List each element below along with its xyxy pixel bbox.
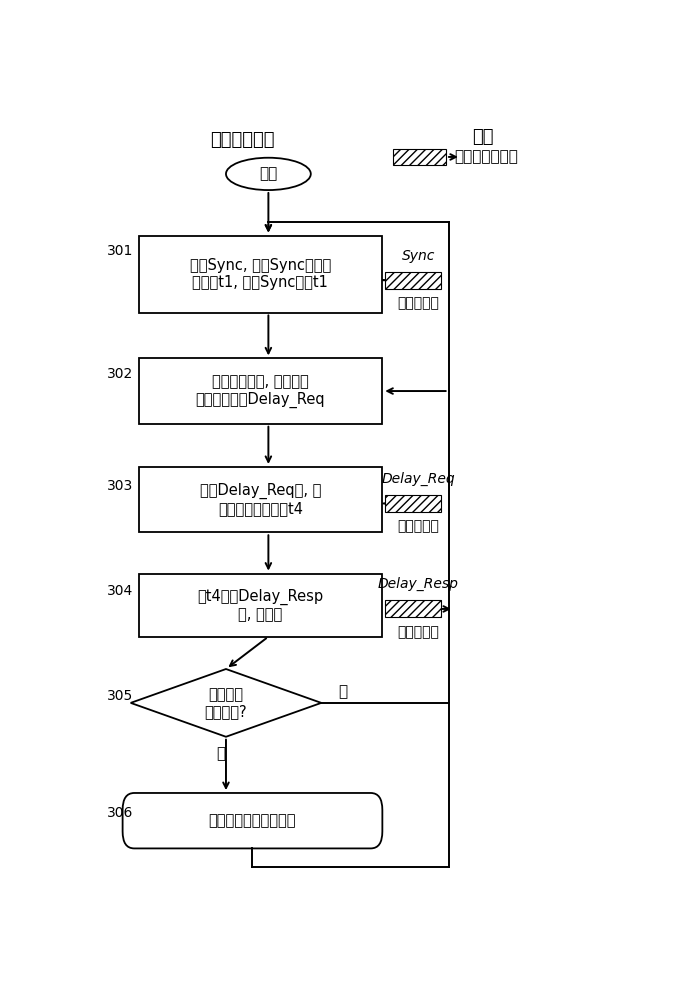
Text: 等待下一轮同步周期到: 等待下一轮同步周期到	[209, 813, 296, 828]
Text: 图例: 图例	[473, 128, 494, 146]
Text: 转入接收模式, 等待下一
个从节点回复Delay_Req: 转入接收模式, 等待下一 个从节点回复Delay_Req	[196, 374, 326, 408]
FancyBboxPatch shape	[122, 793, 382, 848]
Text: 是: 是	[216, 746, 225, 761]
Text: 把t4放入Delay_Resp
包, 并发送: 把t4放入Delay_Resp 包, 并发送	[198, 588, 324, 622]
Text: Delay_Resp: Delay_Resp	[378, 577, 458, 591]
Text: 时间信息包交换: 时间信息包交换	[453, 149, 518, 164]
Polygon shape	[131, 669, 321, 737]
Text: Sync: Sync	[402, 249, 435, 263]
Text: 接收Delay_Req包, 并
获取其接收时间戳t4: 接收Delay_Req包, 并 获取其接收时间戳t4	[200, 483, 321, 516]
Text: 否: 否	[338, 684, 347, 699]
Text: 304: 304	[107, 584, 133, 598]
Text: 302: 302	[107, 367, 133, 381]
Ellipse shape	[226, 158, 311, 190]
Text: 开始: 开始	[259, 166, 278, 181]
Text: 本轮同步
是否完成?: 本轮同步 是否完成?	[205, 687, 248, 719]
Text: 主节点流程图: 主节点流程图	[209, 131, 274, 149]
FancyBboxPatch shape	[138, 574, 382, 637]
Text: 发送Sync, 获取Sync的发送
时间戳t1, 并随Sync发送t1: 发送Sync, 获取Sync的发送 时间戳t1, 并随Sync发送t1	[189, 258, 331, 290]
FancyBboxPatch shape	[385, 272, 440, 289]
Text: 303: 303	[107, 479, 133, 493]
FancyBboxPatch shape	[138, 235, 382, 312]
FancyBboxPatch shape	[138, 467, 382, 532]
Text: 发往从节点: 发往从节点	[397, 625, 439, 639]
Text: 301: 301	[107, 244, 133, 258]
Text: 305: 305	[107, 689, 133, 703]
FancyBboxPatch shape	[138, 358, 382, 424]
Text: Delay_Req: Delay_Req	[381, 472, 455, 486]
Text: 306: 306	[107, 806, 133, 820]
Text: 来自从节点: 来自从节点	[397, 520, 439, 534]
FancyBboxPatch shape	[385, 495, 440, 512]
FancyBboxPatch shape	[385, 600, 440, 617]
Text: 发往从节点: 发往从节点	[397, 296, 439, 310]
FancyBboxPatch shape	[393, 149, 446, 165]
